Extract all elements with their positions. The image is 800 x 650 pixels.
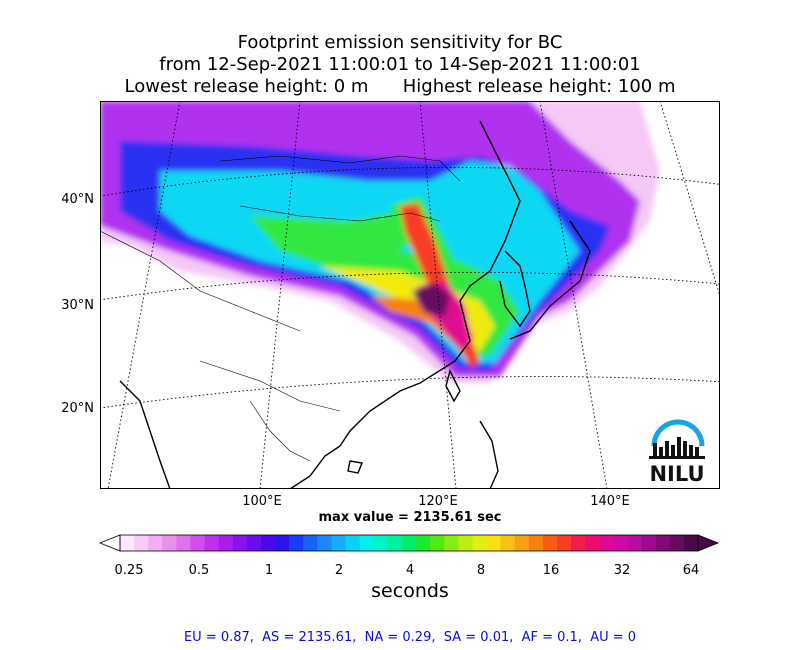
- coastline-china-east: [339, 120, 521, 447]
- meridian-100e: [259, 101, 301, 489]
- coastline-korea: [499, 250, 531, 328]
- colorbar-tick: 4: [405, 563, 415, 578]
- lat-label-40n: 40°N: [61, 192, 94, 207]
- coastline-philippines: [479, 420, 499, 489]
- colorbar-cell: [387, 535, 403, 551]
- colorbar: [98, 534, 720, 552]
- colorbar-tick: 16: [542, 563, 560, 578]
- colorbar-cell: [669, 535, 685, 551]
- coastline-indochina: [289, 445, 341, 489]
- colorbar-cell: [430, 535, 445, 551]
- colorbar-cell: [599, 535, 614, 551]
- colorbar-cell: [246, 535, 262, 551]
- footprint-map: NILU: [100, 101, 720, 489]
- colorbar-cell: [613, 535, 628, 551]
- colorbar-units: seconds: [371, 580, 449, 602]
- border-mongolia-south: [239, 205, 441, 222]
- colorbar-cell: [514, 535, 530, 551]
- coastline-hainan: [347, 460, 363, 474]
- colorbar-cell: [416, 535, 431, 551]
- colorbar-cell: [486, 535, 502, 551]
- title-line-1: Footprint emission sensitivity for BC: [237, 32, 563, 53]
- colorbar-cell: [542, 535, 558, 551]
- colorbar-cell: [444, 535, 459, 551]
- coastline-bay-bengal: [119, 380, 171, 489]
- colorbar-cell: [232, 535, 248, 551]
- colorbar-cell: [148, 535, 163, 551]
- colorbar-cell: [260, 535, 276, 551]
- colorbar-cell: [303, 535, 318, 551]
- colorbar-tick: 2: [334, 563, 344, 578]
- colorbar-cell: [458, 535, 473, 551]
- colorbar-cell: [373, 535, 389, 551]
- colorbar-cell: [120, 535, 135, 551]
- colorbar-cell: [359, 535, 375, 551]
- colorbar-cell: [641, 535, 657, 551]
- parallel-30n: [100, 271, 720, 301]
- colorbar-cell: [190, 535, 205, 551]
- colorbar-cell: [331, 535, 346, 551]
- logo-arc-icon: [651, 419, 705, 447]
- colorbar-tick: 8: [476, 563, 486, 578]
- colorbar-tick: 0.25: [114, 563, 144, 578]
- parallel-20n: [100, 376, 720, 409]
- coastline-japan: [509, 220, 591, 340]
- border-china-west: [100, 230, 301, 332]
- colorbar-cell: [176, 535, 191, 551]
- meridian-140e: [539, 101, 608, 489]
- colorbar-tick: 0.5: [188, 563, 210, 578]
- meridian-120e: [419, 101, 457, 489]
- colorbar-cell: [162, 535, 177, 551]
- border-china-south: [199, 360, 341, 412]
- colorbar-cell: [401, 535, 417, 551]
- colorbar-cell: [289, 535, 304, 551]
- colorbar-tick: 64: [682, 563, 700, 578]
- colorbar-cell: [655, 535, 671, 551]
- border-mongolia-north: [219, 155, 461, 182]
- colorbar-cell: [627, 535, 643, 551]
- logo-text: NILU: [649, 462, 704, 486]
- colorbar-cell: [528, 535, 544, 551]
- colorbar-cell: [275, 535, 290, 551]
- title-line-3: Lowest release height: 0 m Highest relea…: [124, 76, 676, 97]
- colorbar-cell: [500, 535, 516, 551]
- border-southeast-asia: [249, 400, 311, 462]
- coastline-taiwan: [445, 369, 461, 403]
- lat-label-20n: 20°N: [61, 401, 94, 416]
- meridian-90e: [107, 101, 181, 489]
- colorbar-cell: [204, 535, 220, 551]
- colorbar-cell: [585, 535, 600, 551]
- colorbar-tick: 1: [264, 563, 274, 578]
- meridian-150e: [659, 101, 720, 298]
- colorbar-cell: [557, 535, 572, 551]
- lon-label-140e: 140°E: [590, 494, 630, 509]
- lat-label-30n: 30°N: [61, 298, 94, 313]
- colorbar-cell: [571, 535, 586, 551]
- colorbar-high-arrow: [697, 534, 720, 552]
- nilu-logo: NILU: [649, 419, 705, 486]
- plume-core-dark: [412, 283, 450, 316]
- colorbar-cell: [218, 535, 234, 551]
- lon-label-120e: 120°E: [418, 494, 458, 509]
- lon-label-100e: 100°E: [242, 494, 282, 509]
- colorbar-cell: [134, 535, 149, 551]
- max-value-label: max value = 2135.61 sec: [318, 510, 502, 525]
- colorbar-cell: [683, 535, 699, 551]
- title-line-2: from 12-Sep-2021 11:00:01 to 14-Sep-2021…: [159, 54, 641, 75]
- colorbar-cell: [472, 535, 487, 551]
- colorbar-tick: 32: [613, 563, 631, 578]
- logo-skyline-icon: [649, 437, 705, 459]
- colorbar-low-arrow: [98, 534, 121, 552]
- region-summary: EU = 0.87, AS = 2135.61, NA = 0.29, SA =…: [183, 630, 637, 645]
- colorbar-cell: [345, 535, 361, 551]
- colorbar-cell: [317, 535, 332, 551]
